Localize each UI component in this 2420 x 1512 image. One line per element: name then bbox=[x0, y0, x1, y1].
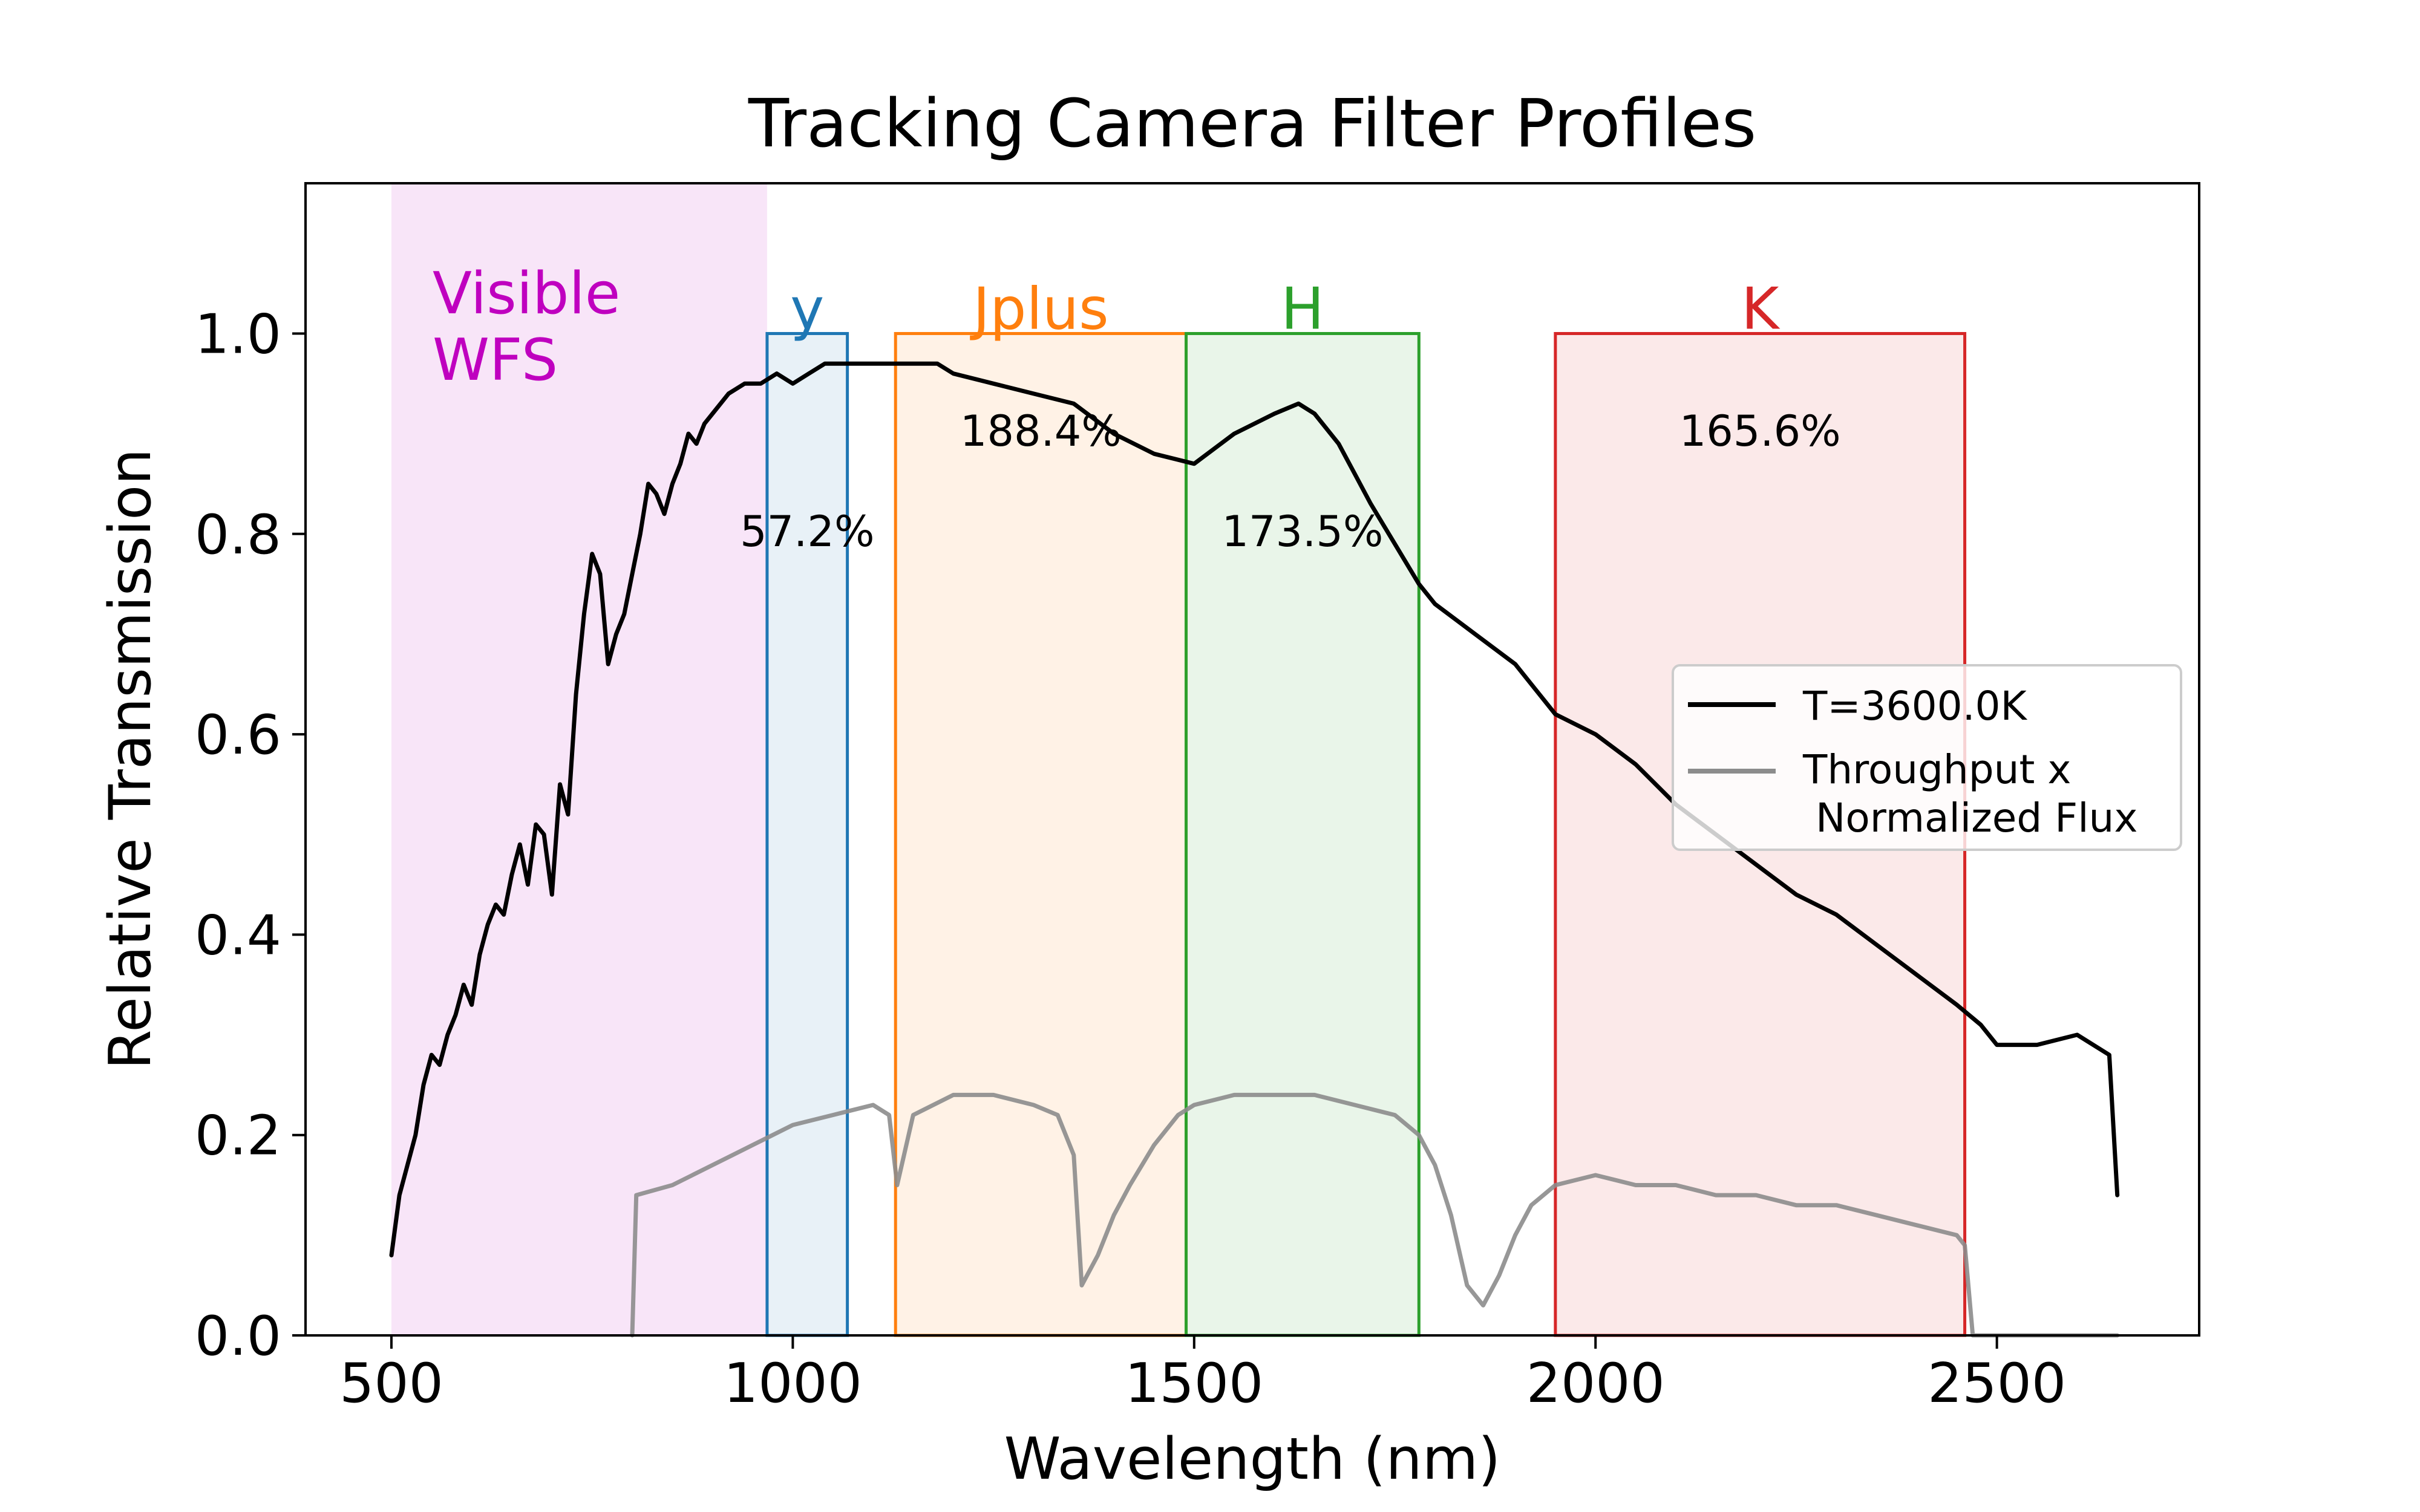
filter-percent-jplus: 188.4% bbox=[960, 406, 1122, 456]
filter-percent-h: 173.5% bbox=[1221, 507, 1383, 556]
filter-name-h: H bbox=[1281, 276, 1324, 342]
filter-band-y bbox=[765, 331, 849, 1337]
filter-percent-y: 57.2% bbox=[740, 507, 874, 556]
filter-name-jplus: Jplus bbox=[970, 276, 1108, 342]
visible-wfs-region bbox=[391, 183, 767, 1335]
plot-frame bbox=[304, 182, 2200, 1337]
x-axis-ticks: 500 1000 1500 2000 2500 bbox=[339, 1335, 2066, 1415]
series-layer bbox=[389, 361, 2120, 1338]
x-axis-label: Wavelength (nm) bbox=[1004, 1426, 1501, 1493]
filter-band-jplus bbox=[894, 331, 1188, 1337]
filter-percent-k: 165.6% bbox=[1679, 406, 1841, 456]
y-tick-label: 0.8 bbox=[195, 503, 281, 567]
x-tick-label: 1500 bbox=[1125, 1352, 1263, 1415]
x-tick-label: 2500 bbox=[1928, 1352, 2066, 1415]
visible-wfs-label-line-1: Visible bbox=[433, 261, 620, 327]
x-tick-label: 2000 bbox=[1526, 1352, 1665, 1415]
legend-frame bbox=[1672, 664, 2182, 851]
y-axis-label: Relative Transmission bbox=[97, 448, 164, 1069]
series-line-throughput bbox=[630, 1092, 2120, 1338]
y-tick-label: 1.0 bbox=[195, 302, 281, 366]
y-tick-label: 0.6 bbox=[195, 703, 281, 767]
legend-label-2-line-2: Normalized Flux bbox=[1803, 795, 2137, 841]
legend-label-1: T=3600.0K bbox=[1802, 683, 2028, 729]
x-tick-label: 1000 bbox=[724, 1352, 862, 1415]
y-tick-label: 0.2 bbox=[195, 1104, 281, 1168]
series-line-spectrum bbox=[389, 361, 2120, 1257]
y-tick-label: 0.4 bbox=[195, 904, 281, 967]
legend-entries: T=3600.0K Throughput x Normalized Flux bbox=[1688, 683, 2137, 841]
x-tick-label: 500 bbox=[339, 1352, 443, 1415]
y-axis-ticks: 0.0 0.2 0.4 0.6 0.8 1.0 bbox=[195, 302, 306, 1368]
legend: T=3600.0K Throughput x Normalized Flux bbox=[1672, 664, 2182, 851]
filter-name-y: y bbox=[790, 276, 824, 342]
legend-label-2-line-1: Throughput x bbox=[1802, 746, 2071, 793]
annotation-layer: y 57.2% Jplus 188.4% H 173.5% K 165.6% bbox=[740, 276, 1841, 556]
chart-title: Tracking Camera Filter Profiles bbox=[748, 85, 1756, 162]
visible-wfs-label-line-2: WFS bbox=[433, 327, 558, 394]
filter-band-h bbox=[1185, 331, 1421, 1337]
filter-name-k: K bbox=[1741, 276, 1781, 342]
y-tick-label: 0.0 bbox=[195, 1305, 281, 1368]
